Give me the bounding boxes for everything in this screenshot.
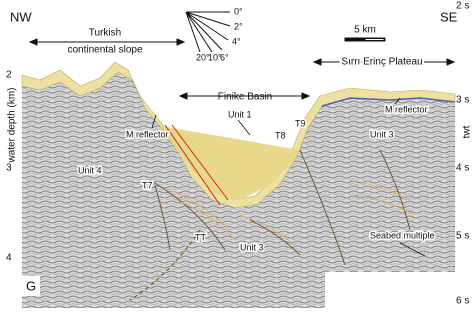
horizons bbox=[169, 179, 416, 246]
right-tick: 2 s bbox=[456, 1, 469, 12]
m-reflector bbox=[321, 97, 456, 107]
left-tick: 2 bbox=[6, 70, 12, 81]
panel-label: G bbox=[26, 278, 36, 293]
right-axis-title: twt bbox=[462, 125, 473, 138]
fault-label: T7 bbox=[142, 180, 153, 190]
angle-fan bbox=[185, 11, 231, 53]
fault-label: TT bbox=[195, 232, 206, 242]
angle-label: 10° bbox=[208, 52, 222, 62]
angle-label: 6° bbox=[220, 52, 229, 62]
right-tick: 5 s bbox=[456, 231, 469, 242]
left-tick: 4 bbox=[6, 253, 12, 264]
fault-label: T8 bbox=[275, 130, 286, 140]
nw-label: NW bbox=[10, 9, 32, 24]
pointer bbox=[237, 119, 251, 136]
multiple-label: Seabed multiple bbox=[370, 230, 435, 240]
arrow-head bbox=[178, 92, 311, 100]
fault-red bbox=[164, 124, 229, 206]
basin-fill bbox=[160, 126, 300, 200]
left-tick: 3 bbox=[6, 163, 12, 174]
se-label: SE bbox=[440, 9, 458, 24]
panel-box bbox=[22, 276, 40, 296]
basin-label: Finike Basin bbox=[218, 92, 272, 103]
scale-bar-white bbox=[364, 38, 385, 41]
slope-label: continental slope bbox=[67, 45, 142, 56]
pointer bbox=[151, 114, 157, 129]
tt-dashed bbox=[129, 229, 201, 301]
pointer bbox=[399, 242, 426, 257]
nodata-box bbox=[325, 272, 455, 308]
slope-label: Turkish bbox=[89, 28, 121, 39]
right-tick: 4 s bbox=[456, 163, 469, 174]
right-tick: 3 s bbox=[456, 95, 469, 106]
scale-label: 5 km bbox=[354, 25, 376, 36]
reflector-label: M reflector bbox=[385, 104, 428, 114]
left-axis-title: water depth (km) bbox=[7, 87, 18, 163]
seismic-section bbox=[22, 62, 455, 308]
angle-label: 2° bbox=[234, 21, 243, 31]
pointer bbox=[394, 97, 401, 105]
unit-label: Unit 3 bbox=[370, 129, 394, 139]
right-tick: 6 s bbox=[456, 296, 469, 307]
angle-label: 0° bbox=[234, 6, 243, 16]
faults bbox=[149, 149, 411, 266]
unit-label: Unit 4 bbox=[78, 165, 102, 175]
angle-label: 4° bbox=[232, 36, 241, 46]
angle-label: 20° bbox=[196, 52, 210, 62]
plateau-label: Sırrı Erinç Plateau bbox=[341, 57, 422, 68]
reflector-label: M reflector bbox=[126, 129, 169, 139]
unit-label: Unit 1 bbox=[228, 109, 252, 119]
arrow-head bbox=[28, 38, 186, 46]
arrow-head bbox=[312, 58, 456, 66]
unit-label: Unit 3 bbox=[240, 242, 264, 252]
fault-label: T9 bbox=[295, 118, 306, 128]
